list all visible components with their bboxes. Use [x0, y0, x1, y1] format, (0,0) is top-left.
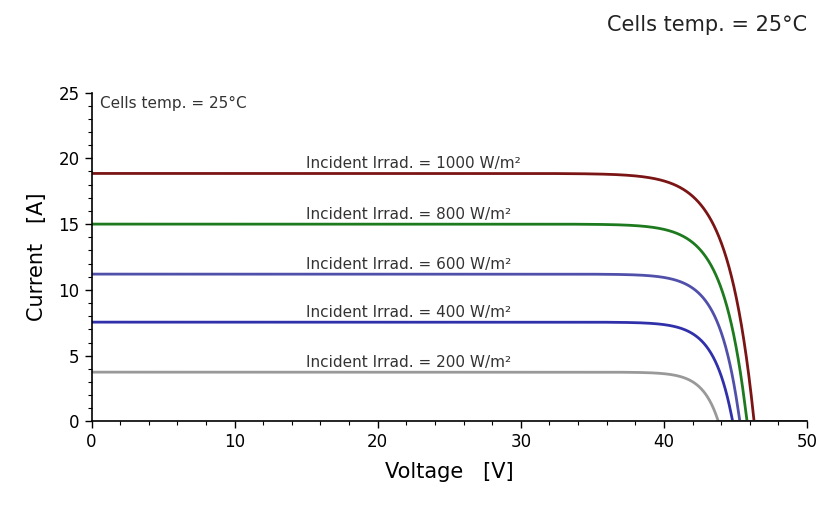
Text: Incident Irrad. = 1000 W/m²: Incident Irrad. = 1000 W/m² — [306, 156, 521, 171]
X-axis label: Voltage   [V]: Voltage [V] — [385, 463, 513, 483]
Text: Incident Irrad. = 200 W/m²: Incident Irrad. = 200 W/m² — [306, 355, 512, 370]
Y-axis label: Current   [A]: Current [A] — [27, 193, 47, 321]
Text: Incident Irrad. = 800 W/m²: Incident Irrad. = 800 W/m² — [306, 207, 512, 222]
Text: Incident Irrad. = 400 W/m²: Incident Irrad. = 400 W/m² — [306, 305, 512, 320]
Text: Incident Irrad. = 600 W/m²: Incident Irrad. = 600 W/m² — [306, 257, 512, 272]
Text: Cells temp. = 25°C: Cells temp. = 25°C — [100, 96, 247, 112]
Text: Cells temp. = 25°C: Cells temp. = 25°C — [607, 15, 807, 35]
